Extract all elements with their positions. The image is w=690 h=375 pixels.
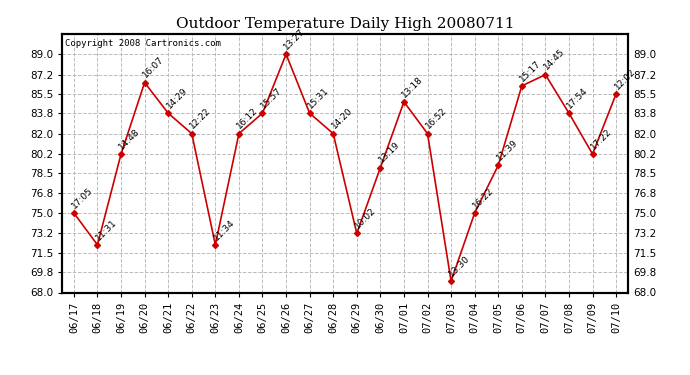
Text: 15:57: 15:57 [259, 86, 284, 110]
Text: 15:31: 15:31 [306, 86, 331, 110]
Text: 13:18: 13:18 [400, 74, 425, 99]
Text: 14:48: 14:48 [117, 127, 142, 151]
Text: 14:29: 14:29 [165, 86, 189, 110]
Text: 12:22: 12:22 [188, 106, 213, 131]
Text: 11:34: 11:34 [212, 217, 236, 242]
Text: 16:12: 16:12 [235, 106, 260, 131]
Text: 13:19: 13:19 [377, 140, 402, 165]
Text: 15:17: 15:17 [518, 58, 543, 83]
Text: 17:05: 17:05 [70, 186, 95, 210]
Text: 16:07: 16:07 [141, 55, 166, 80]
Text: 10:02: 10:02 [353, 206, 377, 231]
Text: 11:39: 11:39 [495, 138, 520, 163]
Text: 16:52: 16:52 [424, 106, 448, 131]
Text: 13:30: 13:30 [448, 254, 472, 278]
Text: 14:45: 14:45 [542, 47, 566, 72]
Text: 13:27: 13:27 [282, 27, 307, 51]
Title: Outdoor Temperature Daily High 20080711: Outdoor Temperature Daily High 20080711 [176, 17, 514, 31]
Text: 16:22: 16:22 [471, 186, 495, 210]
Text: 11:31: 11:31 [94, 217, 119, 242]
Text: 17:54: 17:54 [565, 86, 590, 110]
Text: 14:20: 14:20 [330, 106, 354, 131]
Text: Copyright 2008 Cartronics.com: Copyright 2008 Cartronics.com [65, 39, 221, 48]
Text: 17:22: 17:22 [589, 127, 613, 151]
Text: 12:02: 12:02 [613, 67, 637, 91]
